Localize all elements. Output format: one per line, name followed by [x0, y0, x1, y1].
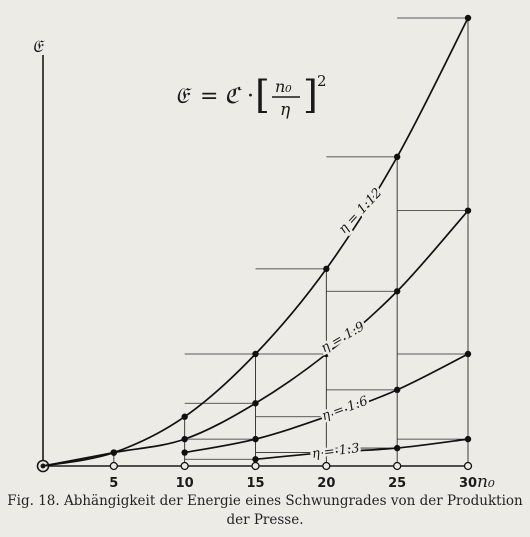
series-point — [252, 350, 259, 358]
series-point — [323, 350, 330, 358]
series-point — [393, 444, 401, 452]
series-point — [464, 435, 472, 443]
x-tick-label: 10 — [176, 476, 194, 491]
series-point — [323, 449, 330, 456]
series-point — [464, 350, 472, 358]
series-point — [181, 449, 188, 456]
caption-line-2: der Presse. — [226, 512, 304, 528]
series-point — [323, 413, 330, 420]
x-tick-label: 15 — [246, 476, 264, 491]
curve-label-0: η = 1:12 — [336, 186, 385, 237]
x-tick-marker — [180, 461, 189, 471]
series-point — [110, 449, 118, 456]
guide-lines — [113, 17, 469, 466]
series-point — [181, 435, 188, 443]
formula-dot: · — [247, 84, 254, 109]
formula-lhs: 𝔈 — [175, 84, 192, 109]
formula-open: [ — [255, 73, 270, 117]
series-line-3 — [255, 438, 469, 461]
x-axis-label: n₀ — [477, 472, 495, 492]
series-point — [464, 207, 472, 214]
x-tick-marker — [393, 461, 402, 471]
curve-label-2: η = 1:6 — [320, 394, 370, 424]
x-tick-label: 20 — [317, 476, 335, 491]
figure-caption: Fig. 18. Abhängigkeit der Energie eines … — [0, 492, 530, 530]
formula-exp: 2 — [317, 72, 327, 90]
series-point — [393, 386, 401, 394]
series-point — [464, 14, 472, 22]
x-tick-marker — [251, 461, 260, 471]
series-point — [252, 435, 259, 443]
caption-line-1: Fig. 18. Abhängigkeit der Energie eines … — [7, 493, 523, 509]
curve-labels: η = 1:12 η = 1:9 η = 1:6 η = 1:3 — [309, 183, 388, 464]
formula-den: η — [280, 100, 291, 120]
series-line-0 — [42, 17, 469, 467]
x-tick-label: 25 — [388, 476, 406, 491]
series-point — [252, 400, 259, 407]
x-ticks: 5 10 15 20 25 30 — [109, 461, 477, 491]
x-tick-marker — [109, 461, 118, 471]
x-tick-marker — [322, 461, 331, 471]
series-point — [252, 456, 259, 463]
formula-const: ℭ — [224, 84, 242, 109]
curve-label-3: η = 1:3 — [311, 441, 360, 462]
x-tick-label: 5 — [109, 476, 118, 491]
data-points — [110, 14, 472, 463]
formula-eq: = — [200, 84, 218, 109]
formula-close: ] — [303, 73, 318, 117]
y-axis-label: 𝔈 — [32, 37, 45, 57]
series-point — [181, 413, 188, 420]
series-point — [393, 153, 401, 161]
x-tick-marker — [463, 461, 473, 471]
x-tick-label: 30 — [459, 476, 477, 491]
formula-num: n₀ — [275, 77, 292, 96]
formula: 𝔈 = ℭ · [ n₀ η ] 2 — [175, 72, 327, 120]
series-point — [393, 288, 401, 295]
curve-label-1: η = 1:9 — [319, 319, 368, 356]
series-point — [323, 265, 330, 273]
